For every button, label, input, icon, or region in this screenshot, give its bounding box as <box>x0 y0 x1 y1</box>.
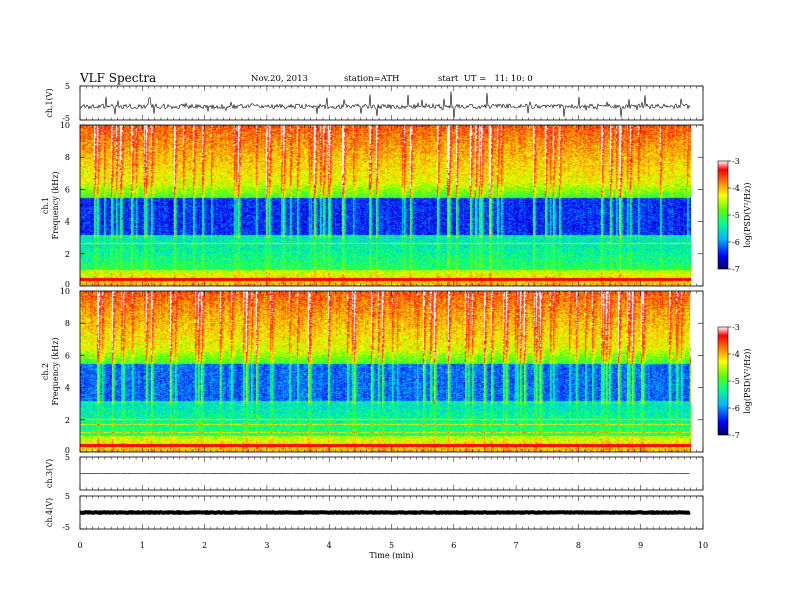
y-tick-label: 2 <box>65 250 70 259</box>
y-tick-label: 10 <box>60 121 70 130</box>
x-tick-label: 1 <box>140 541 145 550</box>
ch1-spectrogram-image <box>80 125 691 286</box>
y-tick-label: 2 <box>65 416 70 425</box>
colorbar-tick-label: -4 <box>732 350 740 359</box>
y-tick-label: 8 <box>65 153 70 162</box>
y-tick-label: 0 <box>65 446 70 455</box>
colorbar-tick-label: -5 <box>732 211 740 220</box>
y-axis-label: ch.3(V) <box>45 459 54 488</box>
y-tick-label: -5 <box>62 523 70 532</box>
start-time-label: start UT = 11: 10: 0 <box>438 74 533 84</box>
colorbar-tick-label: -3 <box>732 157 740 166</box>
y-tick-label: 0 <box>65 280 70 289</box>
colorbar-tick-label: -4 <box>732 184 740 193</box>
x-tick-label: 2 <box>202 541 207 550</box>
y-tick-label: 10 <box>60 287 70 296</box>
x-tick-label: 3 <box>264 541 269 550</box>
x-tick-label: 5 <box>389 541 394 550</box>
y-tick-label: 8 <box>65 319 70 328</box>
colorbar-tick-label: -7 <box>732 431 740 440</box>
x-tick-label: 0 <box>77 541 82 550</box>
panel-frame-1 <box>79 85 704 121</box>
x-tick-label: 7 <box>514 541 519 550</box>
y-tick-label: -5 <box>62 114 70 123</box>
colorbar-label: log(PSD(V²/Hz)) <box>743 348 752 413</box>
colorbar-tick-label: -3 <box>732 323 740 332</box>
colorbar-ch2 <box>717 326 729 436</box>
y-tick-label: 6 <box>65 351 70 360</box>
x-tick-label: 10 <box>698 541 708 550</box>
y-tick-label: 5 <box>65 82 70 91</box>
colorbar-tick-label: -7 <box>732 265 740 274</box>
x-tick-label: 6 <box>451 541 456 550</box>
x-axis-label: Time (min) <box>369 551 413 560</box>
colorbar-tick-label: -5 <box>732 377 740 386</box>
ch2-spectrogram-image <box>80 291 691 452</box>
colorbar-tick-label: -6 <box>732 238 740 247</box>
frequency-axis-label: Frequency (kHz) <box>51 337 60 405</box>
ch1-waveform-trace <box>79 91 691 119</box>
y-axis-label: ch.4(V) <box>45 498 54 527</box>
station-label: station=ATH <box>344 74 400 84</box>
x-tick-label: 8 <box>576 541 581 550</box>
colorbar-tick-label: -6 <box>732 404 740 413</box>
y-axis-label: ch.2 <box>41 363 50 380</box>
y-tick-label: 4 <box>65 384 70 393</box>
y-axis-label: ch.1(V) <box>45 88 54 117</box>
y-tick-label: 5 <box>65 492 70 501</box>
y-tick-label: 6 <box>65 185 70 194</box>
date-label: Nov.20, 2013 <box>251 74 308 84</box>
chart-title: VLF Spectra <box>80 71 157 85</box>
x-tick-label: 4 <box>327 541 332 550</box>
y-axis-label: ch.1 <box>41 197 50 214</box>
y-tick-label: 4 <box>65 218 70 227</box>
y-tick-label: 5 <box>65 453 70 462</box>
ch4-waveform-trace <box>79 509 691 516</box>
colorbar-ch1 <box>717 160 729 270</box>
x-tick-label: 9 <box>638 541 643 550</box>
colorbar-label: log(PSD(V²/Hz)) <box>743 182 752 247</box>
frequency-axis-label: Frequency (kHz) <box>51 171 60 239</box>
